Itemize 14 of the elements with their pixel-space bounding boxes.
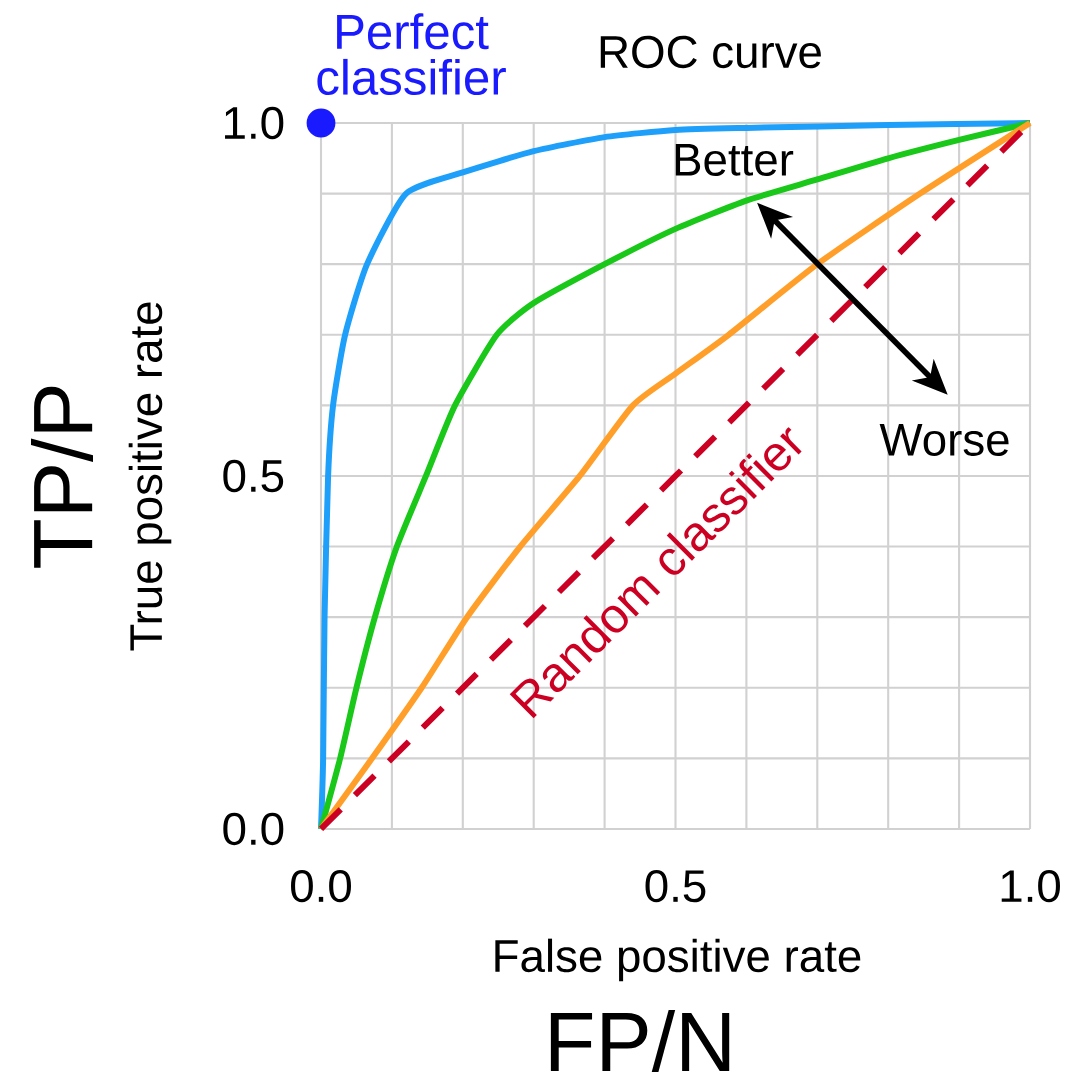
x-tick-label: 0.5 [645, 869, 706, 903]
text: TP/P [31, 386, 93, 568]
chart-title: ROC curve [600, 35, 821, 69]
annotation: Worse [879, 424, 1009, 456]
x-axis-title: False positive rate [495, 938, 861, 982]
x-tick-label: 1.0 [1001, 869, 1060, 903]
text: FP/N [550, 1010, 730, 1072]
annotation: Better [675, 144, 794, 176]
x-tick-label: 0.0 [291, 869, 351, 903]
y-tick-label: 0.5 [223, 459, 284, 493]
y-tick-label: 1.0 [225, 106, 284, 140]
y-axis-title: True positive rate [128, 302, 172, 651]
series-label: Perfect classifier [317, 13, 506, 96]
y-tick-label: 0.0 [223, 812, 284, 846]
